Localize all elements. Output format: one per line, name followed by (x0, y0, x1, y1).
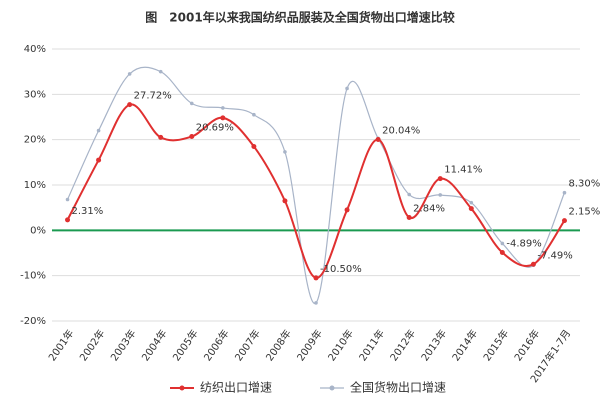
point (375, 136, 381, 142)
point (438, 193, 443, 197)
point (282, 198, 288, 204)
point (252, 112, 256, 117)
point (96, 128, 101, 133)
point (220, 115, 226, 121)
value-label: -4.89% (506, 239, 541, 250)
x-tick-label: 2010年 (325, 327, 356, 363)
point (221, 106, 225, 110)
x-tick-label: 2009年 (294, 327, 325, 363)
point (65, 197, 70, 202)
x-tick-label: 2003年 (108, 327, 139, 363)
y-tick-label: -10% (20, 271, 46, 282)
chart-title: 图 2001年以来我国纺织品服装及全国货物出口增速比较 (145, 10, 454, 25)
point (283, 150, 287, 154)
y-tick-label: 20% (24, 135, 46, 146)
point (127, 72, 132, 76)
point (406, 214, 412, 220)
legend-label: 纺织出口增速 (200, 381, 272, 395)
point (189, 101, 194, 106)
value-label: 2.15% (568, 207, 600, 218)
point (251, 143, 257, 149)
y-tick-label: -20% (20, 316, 46, 327)
value-label: 2.84% (413, 203, 445, 214)
value-label: 11.41% (444, 165, 482, 176)
x-tick-label: 2001年 (45, 327, 76, 363)
point (158, 69, 163, 74)
x-tick-label: 2013年 (418, 327, 449, 363)
x-tick-label: 2005年 (170, 327, 201, 363)
value-label: 20.69% (196, 123, 234, 134)
legend-marker (179, 385, 185, 391)
point (407, 192, 411, 197)
point (96, 157, 102, 163)
x-tick-label: 2014年 (449, 327, 480, 363)
point (189, 134, 195, 140)
value-label: 27.72% (134, 91, 172, 102)
x-tick-label: 2004年 (139, 327, 170, 363)
y-tick-label: 0% (30, 225, 46, 236)
series-line (66, 103, 566, 279)
x-tick-label: 2007年 (232, 327, 263, 363)
point (65, 217, 71, 223)
x-tick-label: 2015年 (480, 327, 511, 363)
legend-label: 全国货物出口增速 (350, 380, 446, 395)
x-tick-label: 2006年 (201, 327, 232, 363)
point (561, 218, 567, 224)
x-tick-label: 2011年 (356, 327, 387, 363)
point (437, 176, 443, 182)
point (500, 241, 505, 246)
x-tick-label: 2002年 (77, 327, 108, 363)
point (313, 275, 319, 281)
y-tick-label: 40% (24, 44, 46, 55)
point (562, 190, 567, 195)
x-tick-label: 2008年 (263, 327, 294, 363)
point (468, 206, 474, 212)
x-tick-label: 2012年 (387, 327, 418, 363)
point (530, 261, 536, 267)
point (499, 250, 505, 256)
point (158, 134, 164, 140)
value-label: 8.30% (568, 179, 600, 190)
y-tick-label: 10% (24, 180, 46, 191)
value-label: 20.04% (382, 125, 420, 136)
value-label: -7.49% (537, 250, 572, 261)
legend-marker (329, 385, 335, 391)
point (469, 200, 474, 205)
y-tick-label: 30% (24, 89, 46, 100)
point (344, 207, 350, 213)
x-tick-label: 2016年 (511, 327, 542, 363)
value-label: 2.31% (72, 206, 104, 217)
point (127, 102, 133, 108)
point (345, 86, 349, 91)
point (314, 301, 318, 305)
value-label: -10.50% (320, 264, 362, 275)
